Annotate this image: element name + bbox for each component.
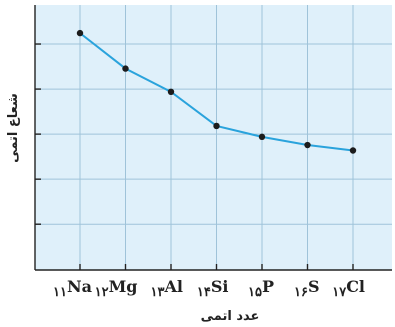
axes (34, 5, 392, 271)
atomic-number: ۱۷ (332, 285, 347, 300)
element-symbol: Si (211, 277, 229, 296)
atomic-number: ۱۵ (248, 285, 262, 300)
atomic-number: ۱۴ (197, 285, 211, 300)
x-tick-labels: ۱۱Na ۱۲Mg ۱۳Al ۱۴Si ۱۵P ۱۶S ۱۷Cl (53, 277, 365, 300)
data-point-al (167, 88, 175, 96)
atomic-number: ۱۶ (294, 285, 308, 300)
x-tick-label-s: ۱۶S (294, 277, 320, 300)
x-tick-label-al: ۱۳Al (151, 277, 183, 300)
element-symbol: Cl (346, 277, 365, 296)
x-tick-label-na: ۱۱Na (53, 277, 92, 300)
element-symbol: Al (164, 277, 184, 296)
data-point-cl (349, 147, 357, 154)
x-tick-label-mg: ۱۲Mg (95, 277, 138, 300)
atomic-number: ۱۱ (53, 285, 67, 300)
x-axis-title: عدد اتمی (201, 309, 260, 324)
element-symbol: S (308, 277, 320, 296)
data-point-s (304, 141, 311, 149)
atomic-number: ۱۲ (95, 285, 109, 300)
data-point-p (258, 133, 266, 141)
data-points (76, 29, 357, 154)
plot-area (35, 5, 392, 270)
x-tick-label-cl: ۱۷Cl (332, 277, 365, 300)
x-tick-label-si: ۱۴Si (197, 277, 229, 300)
element-symbol: P (262, 277, 274, 296)
element-symbol: Na (67, 277, 92, 296)
x-tick-label-p: ۱۵P (248, 277, 274, 300)
data-point-mg (122, 65, 129, 72)
atomic-number: ۱۳ (151, 285, 165, 300)
data-point-na (76, 29, 84, 37)
data-point-si (213, 122, 220, 130)
element-symbol: Mg (109, 277, 138, 296)
y-axis-title: شعاع اتمی (6, 93, 21, 163)
